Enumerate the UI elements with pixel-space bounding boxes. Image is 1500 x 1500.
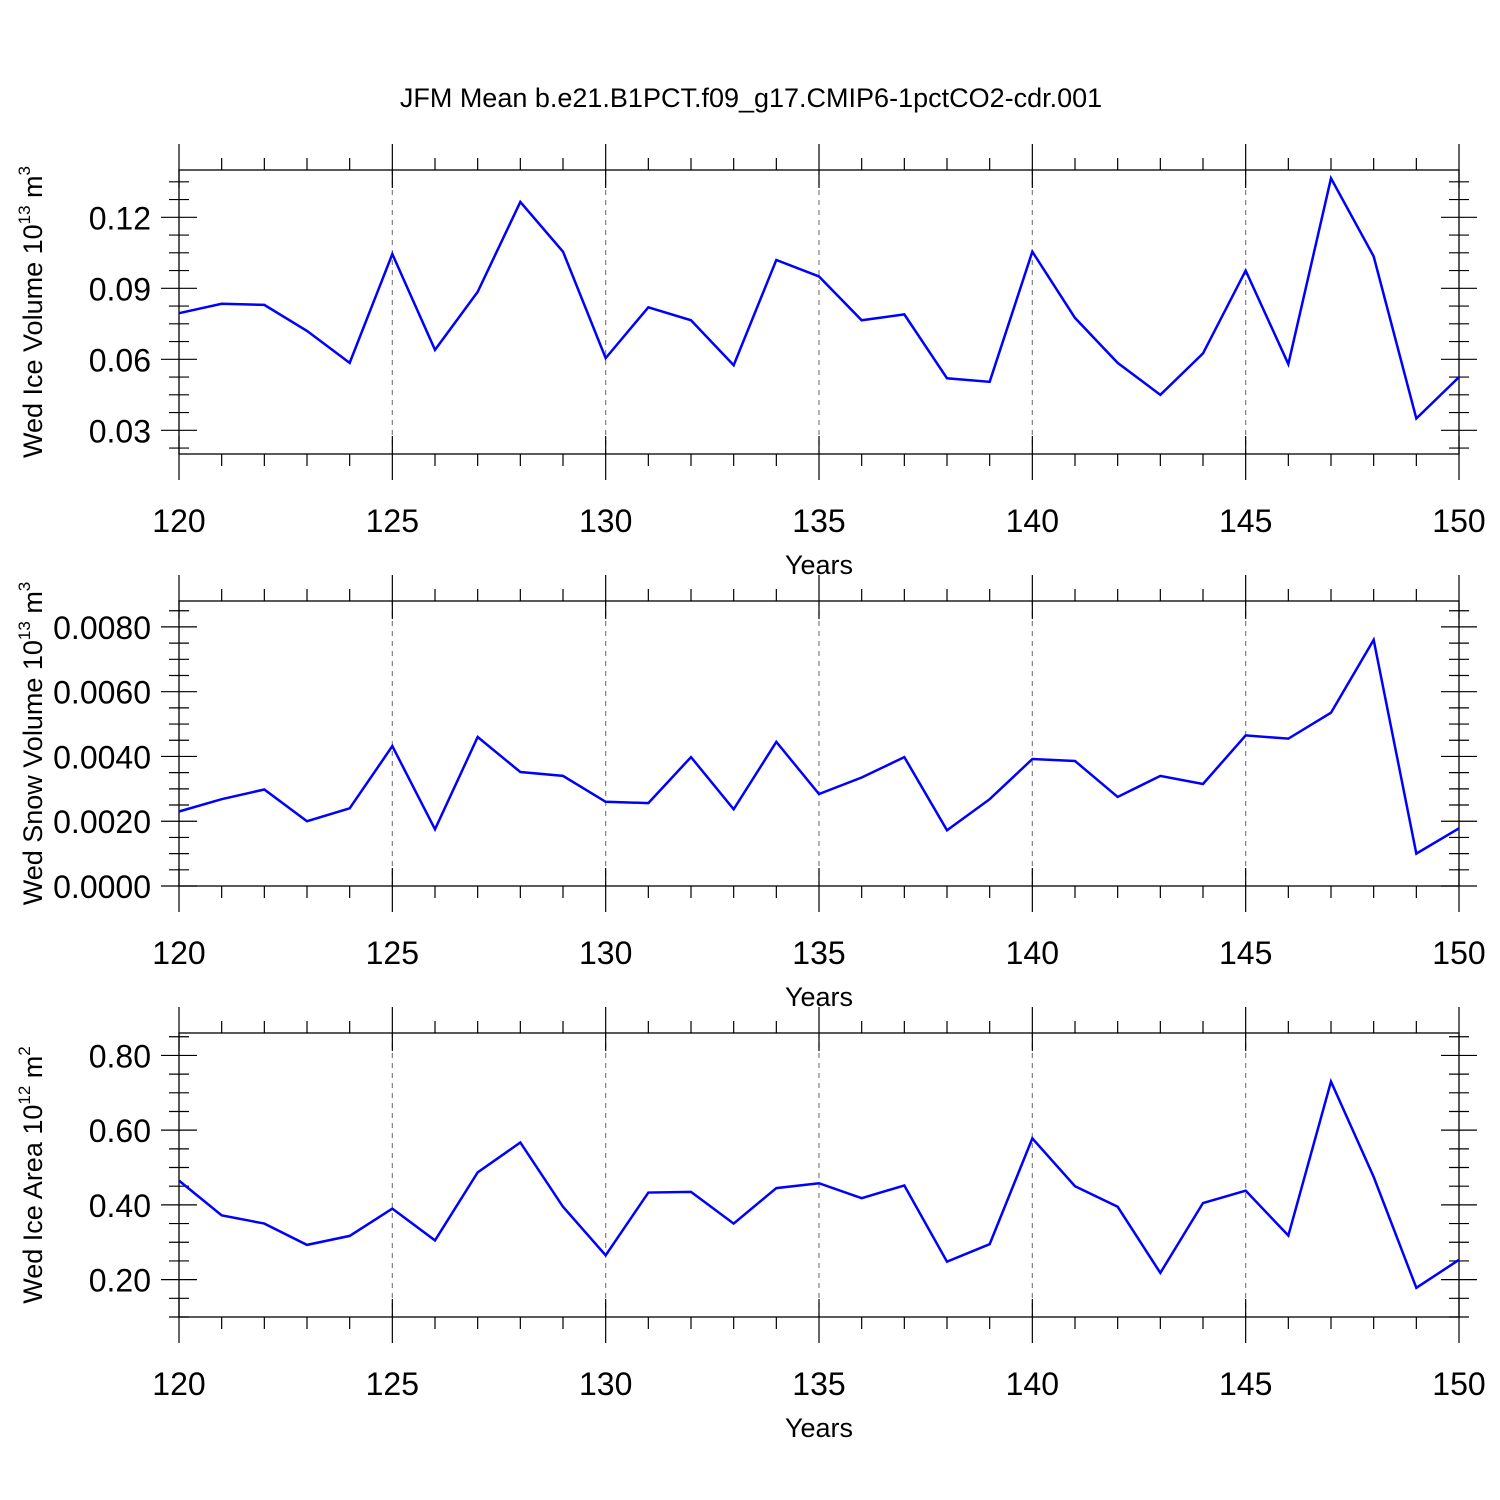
y-axis-label: Wed Snow Volume 1013 m3 xyxy=(15,582,48,906)
x-tick-label: 150 xyxy=(1432,1366,1485,1402)
x-tick-label: 125 xyxy=(366,1366,419,1402)
panel-2: 0.0000 0.0020 0.0040 0.0060 0.0080 120 125 130 1… xyxy=(15,575,1486,1012)
x-tick-label: 145 xyxy=(1219,503,1272,539)
panels: 0.03 0.06 0.09 0.12 120 125 130 135 140 145 150 Yea… xyxy=(15,144,1486,1443)
y-tick-label: 0.20 xyxy=(89,1263,151,1299)
y-tick-label: 0.0080 xyxy=(53,610,151,646)
data-line xyxy=(178,1077,1460,1290)
y-axis-label-unit: m xyxy=(18,591,48,621)
x-tick-label: 125 xyxy=(366,935,419,971)
x-tick-label: 145 xyxy=(1219,935,1272,971)
y-axis-label-main: Wed Ice Volume 10 xyxy=(18,224,48,458)
y-axis-label-main: Wed Snow Volume 10 xyxy=(18,640,48,905)
x-tick-label: 120 xyxy=(152,503,205,539)
y-tick-label: 0.60 xyxy=(89,1113,151,1149)
x-axis-label: Years xyxy=(785,1413,853,1443)
data-line xyxy=(178,636,1460,856)
chart-title: JFM Mean b.e21.B1PCT.f09_g17.CMIP6-1pctC… xyxy=(400,83,1102,113)
y-axis-label: Wed Ice Area 1012 m2 xyxy=(15,1046,48,1304)
y-axis-label-exponent: 13 xyxy=(15,621,34,640)
x-tick-label: 125 xyxy=(366,503,419,539)
data-line xyxy=(178,174,1460,421)
y-tick-label: 0.06 xyxy=(89,342,151,378)
y-tick-label: 0.40 xyxy=(89,1188,151,1224)
x-tick-label: 140 xyxy=(1006,935,1059,971)
x-tick-label: 130 xyxy=(579,935,632,971)
x-tick-label: 145 xyxy=(1219,1366,1272,1402)
y-axis-label: Wed Ice Volume 1013 m3 xyxy=(15,166,48,458)
y-tick-label: 0.0040 xyxy=(53,739,151,775)
y-axis-label-main: Wed Ice Area 10 xyxy=(18,1105,48,1304)
x-tick-label: 150 xyxy=(1432,503,1485,539)
y-axis-label-exponent: 12 xyxy=(15,1086,34,1105)
y-axis-label-unit: m xyxy=(18,175,48,205)
y-axis-label-exponent: 13 xyxy=(15,205,34,224)
x-tick-label: 120 xyxy=(152,1366,205,1402)
y-tick-label: 0.0000 xyxy=(53,869,151,905)
x-tick-label: 130 xyxy=(579,503,632,539)
y-tick-label: 0.12 xyxy=(89,200,151,236)
x-tick-label: 140 xyxy=(1006,1366,1059,1402)
x-tick-label: 130 xyxy=(579,1366,632,1402)
x-tick-label: 140 xyxy=(1006,503,1059,539)
y-tick-label: 0.0020 xyxy=(53,804,151,840)
x-tick-label: 150 xyxy=(1432,935,1485,971)
y-tick-label: 0.0060 xyxy=(53,675,151,711)
x-tick-label: 135 xyxy=(792,935,845,971)
panel-3: 0.20 0.40 0.60 0.80 120 125 130 135 140 145 150 Yea… xyxy=(15,1007,1486,1443)
y-tick-label: 0.03 xyxy=(89,413,151,449)
x-tick-label: 135 xyxy=(792,1366,845,1402)
y-axis-label-unit: m xyxy=(18,1056,48,1086)
y-axis-label-unit-exponent: 2 xyxy=(15,1046,34,1055)
x-tick-label: 120 xyxy=(152,935,205,971)
y-axis-label-unit-exponent: 3 xyxy=(15,582,34,591)
x-tick-label: 135 xyxy=(792,503,845,539)
y-axis-label-unit-exponent: 3 xyxy=(15,166,34,175)
y-tick-label: 0.09 xyxy=(89,271,151,307)
y-tick-label: 0.80 xyxy=(89,1038,151,1074)
